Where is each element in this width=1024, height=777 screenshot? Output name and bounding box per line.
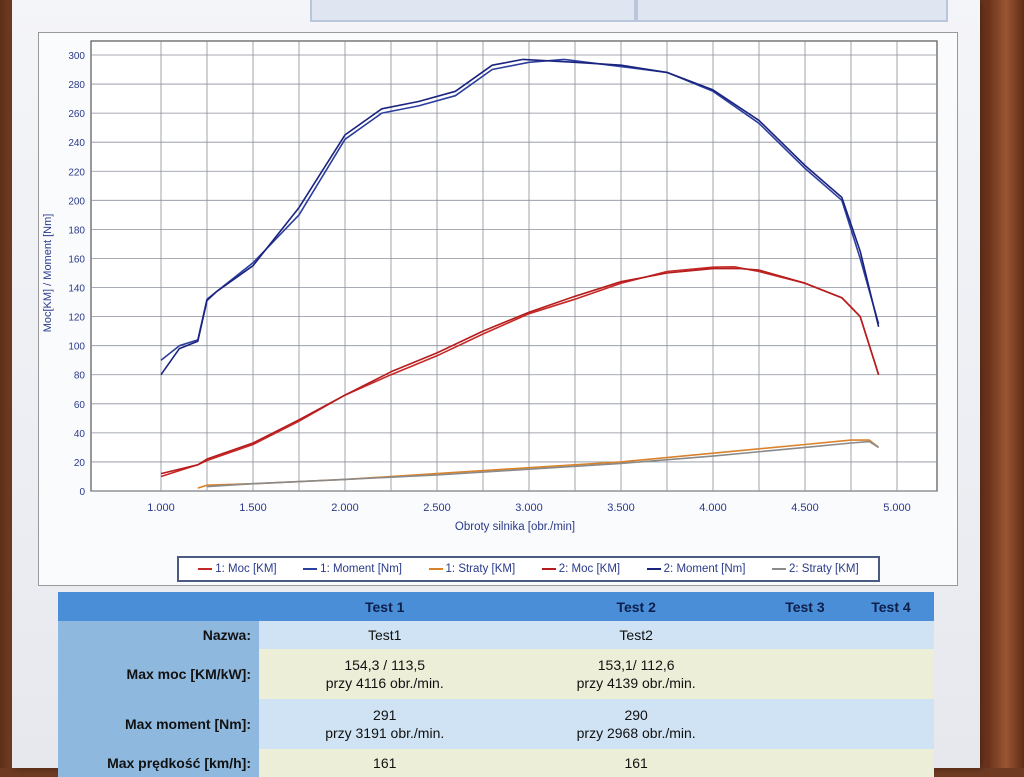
results-row-max-moc: Max moc [KM/kW]: 154,3 / 113,5 przy 4116… — [58, 649, 934, 699]
legend-swatch — [772, 568, 787, 570]
legend-label: 2: Straty [KM] — [789, 563, 859, 575]
y-tick-label: 300 — [68, 51, 85, 62]
y-tick-label: 140 — [68, 284, 85, 295]
cell-rpm: przy 3191 obr./min. — [325, 725, 445, 741]
legend-item: 2: Moment [Nm] — [646, 563, 746, 575]
legend-label: 2: Moc [KM] — [558, 563, 621, 575]
cell-value: 290 — [624, 707, 648, 723]
cell-test3 — [761, 749, 848, 777]
cell-test4 — [847, 749, 934, 777]
legend-item: 1: Moc [KM] — [198, 563, 277, 575]
y-tick-label: 240 — [68, 138, 85, 149]
header-field-right — [636, 0, 948, 22]
legend-swatch — [428, 568, 443, 570]
x-tick-label: 3.500 — [607, 502, 635, 514]
dyno-chart-frame: 0 20 40 60 80 100 120 140 160 180 200 220 240 260 280 3… — [38, 32, 958, 586]
cell-test1: 161 — [259, 749, 511, 777]
legend-swatch — [303, 568, 318, 570]
y-tick-label: 120 — [68, 313, 85, 324]
y-tick-label: 80 — [74, 371, 86, 382]
cell-rpm: przy 4116 obr./min. — [325, 675, 444, 691]
cell-test3 — [761, 649, 848, 699]
cell-test2: 290 przy 2968 obr./min. — [510, 699, 762, 749]
results-header-test4: Test 4 — [847, 592, 934, 621]
x-tick-label: 2.000 — [331, 502, 359, 514]
legend-swatch — [646, 568, 661, 570]
cell-test4 — [847, 621, 934, 649]
legend-item: 2: Moc [KM] — [541, 563, 621, 575]
series-line-4 — [160, 267, 880, 475]
header-field-date — [310, 0, 636, 22]
legend-swatch — [541, 568, 556, 570]
y-tick-label: 20 — [74, 458, 86, 469]
cell-test2: Test2 — [510, 621, 762, 649]
y-tick-label: 180 — [68, 225, 85, 236]
row-label: Nazwa: — [58, 621, 259, 649]
cell-test4 — [847, 699, 934, 749]
legend-label: 1: Moc [KM] — [215, 563, 277, 575]
y-tick-label: 280 — [68, 80, 85, 91]
legend-swatch — [198, 568, 213, 570]
legend-label: 1: Straty [KM] — [445, 563, 516, 575]
results-row-nazwa: Nazwa: Test1 Test2 — [58, 621, 934, 649]
y-tick-label: 220 — [68, 167, 85, 178]
cell-value: 153,1/ 112,6 — [597, 657, 675, 673]
cell-test3 — [761, 621, 848, 649]
cell-value: 291 — [373, 707, 397, 723]
results-header-blank — [58, 592, 259, 621]
results-header-test3: Test 3 — [761, 592, 848, 621]
cell-rpm: przy 4139 obr./min. — [576, 675, 696, 691]
x-tick-label: 1.500 — [239, 502, 267, 514]
series-line-6 — [206, 440, 880, 488]
cell-test3 — [761, 699, 848, 749]
legend-label: 1: Moment [Nm] — [320, 563, 402, 575]
legend-label: 2: Moment [Nm] — [663, 563, 746, 575]
y-tick-labels: 0 20 40 60 80 100 120 140 160 180 200 220 240 260 280 3… — [68, 51, 85, 498]
plot-area — [90, 40, 938, 492]
results-row-max-moment: Max moment [Nm]: 291 przy 3191 obr./min.… — [58, 699, 934, 749]
chart-legend: 1: Moc [KM] 1: Moment [Nm] 1: Straty [KM… — [177, 556, 880, 582]
x-tick-labels: 1.000 1.500 2.000 2.500 3.000 3.500 4.000 4.500… — [147, 502, 911, 514]
cell-test1: 154,3 / 113,5 przy 4116 obr./min. — [259, 649, 511, 699]
cell-test2: 161 — [510, 749, 762, 777]
y-tick-label: 200 — [68, 196, 85, 207]
cell-test1: 291 przy 3191 obr./min. — [259, 699, 511, 749]
y-tick-label: 40 — [74, 429, 86, 440]
cell-test1: Test1 — [259, 621, 511, 649]
x-tick-label: 1.000 — [147, 502, 175, 514]
series-line-5 — [160, 58, 880, 376]
x-tick-label: 2.500 — [423, 502, 451, 514]
x-tick-label: 4.500 — [791, 502, 819, 514]
row-label: Max prędkość [km/h]: — [58, 749, 259, 777]
legend-item: 1: Moment [Nm] — [303, 563, 402, 575]
results-row-max-predkosc: Max prędkość [km/h]: 161 161 — [58, 749, 934, 777]
row-label: Max moment [Nm]: — [58, 699, 259, 749]
wood-background-left — [0, 0, 14, 768]
y-tick-label: 260 — [68, 109, 85, 120]
dyno-chart: 0 20 40 60 80 100 120 140 160 180 200 220 240 260 280 3… — [42, 40, 938, 533]
cell-rpm: przy 2968 obr./min. — [576, 725, 696, 741]
results-table: Test 1 Test 2 Test 3 Test 4 Nazwa: Test1… — [58, 592, 934, 777]
x-tick-label: 4.000 — [699, 502, 727, 514]
y-tick-label: 160 — [68, 254, 85, 265]
cell-value: 154,3 / 113,5 — [344, 657, 426, 673]
x-axis-label: Obroty silnika [obr./min] — [455, 521, 575, 533]
cell-test4 — [847, 649, 934, 699]
series-lines — [160, 58, 880, 489]
row-label: Max moc [KM/kW]: — [58, 649, 259, 699]
results-header-test1: Test 1 — [259, 592, 511, 621]
legend-item: 2: Straty [KM] — [772, 563, 859, 575]
results-header-test2: Test 2 — [510, 592, 762, 621]
y-tick-label: 60 — [74, 400, 86, 411]
y-tick-label: 0 — [79, 487, 85, 498]
y-tick-label: 100 — [68, 342, 85, 353]
x-tick-label: 5.000 — [883, 502, 911, 514]
grid-lines — [91, 41, 937, 492]
x-tick-label: 3.000 — [515, 502, 543, 514]
results-header-row: Test 1 Test 2 Test 3 Test 4 — [58, 592, 934, 621]
legend-item: 1: Straty [KM] — [428, 563, 516, 575]
cell-test2: 153,1/ 112,6 przy 4139 obr./min. — [510, 649, 762, 699]
y-axis-label: Moc[KM] / Moment [Nm] — [42, 214, 54, 333]
